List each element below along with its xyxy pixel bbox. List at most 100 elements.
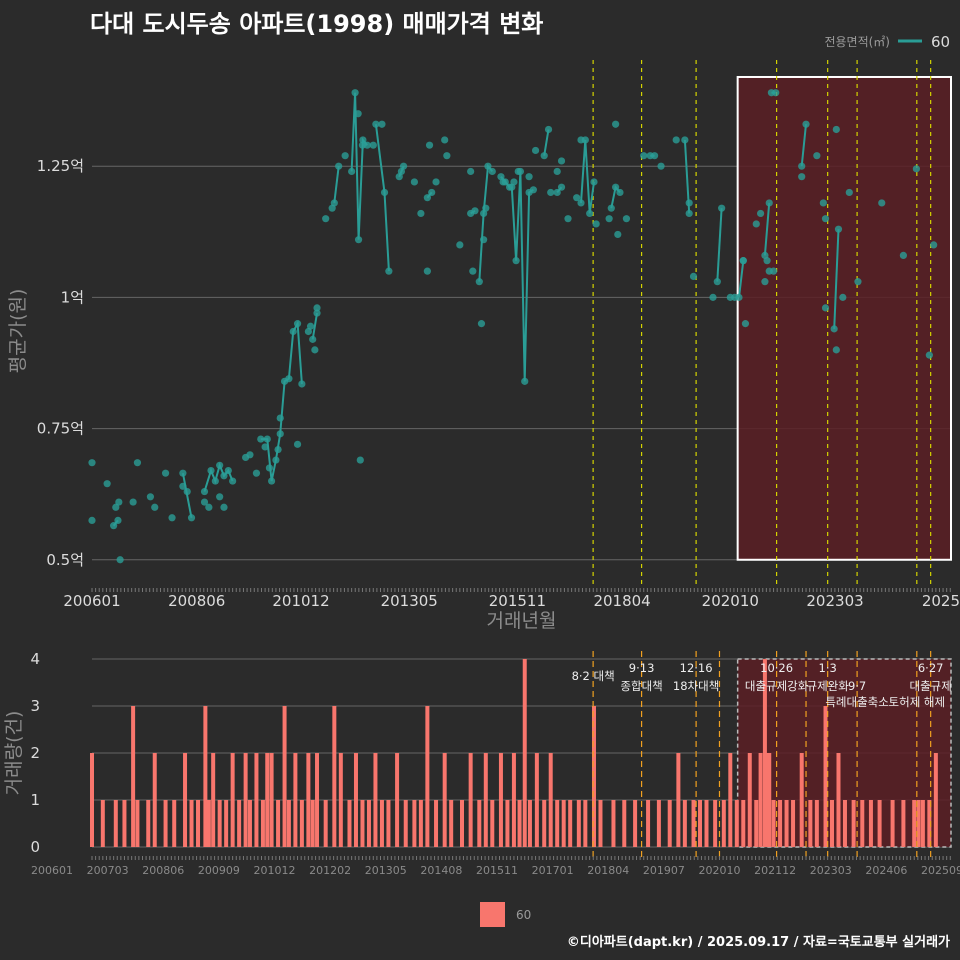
- volume-bar: [698, 800, 703, 847]
- price-point: [765, 199, 773, 207]
- price-point: [731, 293, 739, 301]
- volume-bar: [691, 800, 696, 847]
- price-point: [261, 443, 269, 451]
- price-y-axis-title: 평균가(원): [7, 289, 29, 374]
- price-point: [741, 320, 750, 328]
- price-x-tick: 200806: [168, 592, 225, 610]
- price-point: [577, 199, 585, 207]
- volume-bar: [646, 800, 651, 847]
- volume-panel: 0 1 2 3 4 8·2 대책 9·13 종합대책 12·16 18차대책 10·26 대출규제강화…: [3, 650, 960, 927]
- source-credit: ©디아파트(dapt.kr) / 2025.09.17 / 자료=국토교통부 실…: [566, 935, 950, 950]
- price-line-segment: [311, 312, 318, 340]
- price-point: [925, 351, 933, 359]
- volume-bar: [836, 753, 841, 847]
- price-point: [216, 461, 224, 469]
- price-point: [832, 125, 840, 134]
- price-point: [220, 503, 228, 511]
- price-point: [761, 278, 769, 286]
- volume-x-tick: 201305: [365, 864, 407, 877]
- volume-bar: [286, 800, 291, 847]
- volume-bar: [449, 800, 454, 847]
- volume-bar: [591, 706, 596, 847]
- volume-bar: [762, 659, 767, 847]
- volume-bar: [829, 800, 834, 847]
- price-point: [168, 514, 176, 522]
- policy-label: 대출규제: [909, 679, 951, 693]
- volume-bar: [366, 800, 371, 847]
- price-point: [930, 241, 938, 249]
- price-point: [328, 204, 336, 212]
- price-point: [672, 136, 680, 144]
- price-point: [417, 209, 425, 218]
- price-point: [341, 152, 349, 160]
- volume-x-tick: 202509: [921, 864, 960, 877]
- volume-bar: [656, 800, 661, 847]
- volume-x-tick: 201408: [420, 864, 462, 877]
- price-point: [709, 293, 717, 301]
- volume-x-tick: 201804: [587, 864, 629, 877]
- price-x-tick: 2025: [922, 592, 960, 610]
- volume-x-tick: 201202: [309, 864, 351, 877]
- volume-bar: [269, 753, 274, 847]
- price-point: [257, 435, 265, 443]
- price-point: [423, 194, 431, 202]
- price-point: [640, 152, 648, 160]
- volume-bar: [676, 753, 681, 847]
- price-point: [187, 514, 196, 522]
- price-point: [521, 377, 529, 385]
- price-point: [274, 445, 282, 454]
- price-point: [547, 188, 555, 197]
- volume-bar: [548, 753, 553, 847]
- volume-bar: [230, 753, 235, 847]
- price-point: [200, 487, 209, 496]
- price-point: [622, 215, 631, 223]
- chart-title: 다대 도시두송 아파트(1998) 매매가격 변화: [90, 10, 544, 38]
- price-x-tick: 200601: [63, 592, 120, 610]
- price-point: [510, 178, 518, 186]
- policy-label: 18차대책: [673, 679, 719, 693]
- price-highlight-box: [736, 75, 953, 561]
- volume-bar: [704, 800, 709, 847]
- price-point: [813, 152, 821, 160]
- volume-bar: [276, 800, 281, 847]
- volume-bar: [808, 800, 813, 847]
- price-point: [480, 236, 488, 244]
- price-point: [832, 346, 840, 354]
- price-point: [657, 162, 665, 170]
- volume-y-tick: 4: [30, 650, 40, 668]
- volume-x-tick: 201701: [532, 864, 574, 877]
- price-point: [309, 335, 317, 343]
- price-x-tick: 201305: [381, 592, 438, 610]
- price-point: [220, 472, 228, 480]
- price-point: [798, 173, 806, 181]
- price-point: [685, 199, 693, 207]
- volume-x-tick: 201907: [643, 864, 685, 877]
- price-point: [265, 464, 274, 472]
- volume-bar: [163, 800, 168, 847]
- volume-y-tick: 2: [30, 744, 40, 762]
- volume-bar: [395, 753, 400, 847]
- price-point: [369, 141, 377, 149]
- price-point: [482, 204, 490, 212]
- volume-bar: [784, 800, 789, 847]
- volume-bar: [360, 800, 365, 847]
- price-point: [689, 272, 698, 280]
- volume-bar: [490, 800, 495, 847]
- price-point: [348, 167, 356, 176]
- price-point: [179, 469, 187, 477]
- volume-bar: [373, 753, 378, 847]
- volume-x-tick: 201511: [476, 864, 518, 877]
- volume-bar: [122, 800, 127, 847]
- price-point: [423, 267, 431, 275]
- price-point: [224, 466, 232, 475]
- volume-bar: [933, 753, 938, 847]
- price-y-tick: 0.5억: [46, 551, 84, 569]
- volume-bar: [754, 800, 759, 847]
- price-point: [356, 456, 364, 464]
- volume-bar: [517, 800, 522, 847]
- price-point: [267, 477, 276, 485]
- volume-bar: [459, 800, 464, 847]
- price-point: [469, 267, 477, 275]
- volume-bar: [747, 753, 752, 847]
